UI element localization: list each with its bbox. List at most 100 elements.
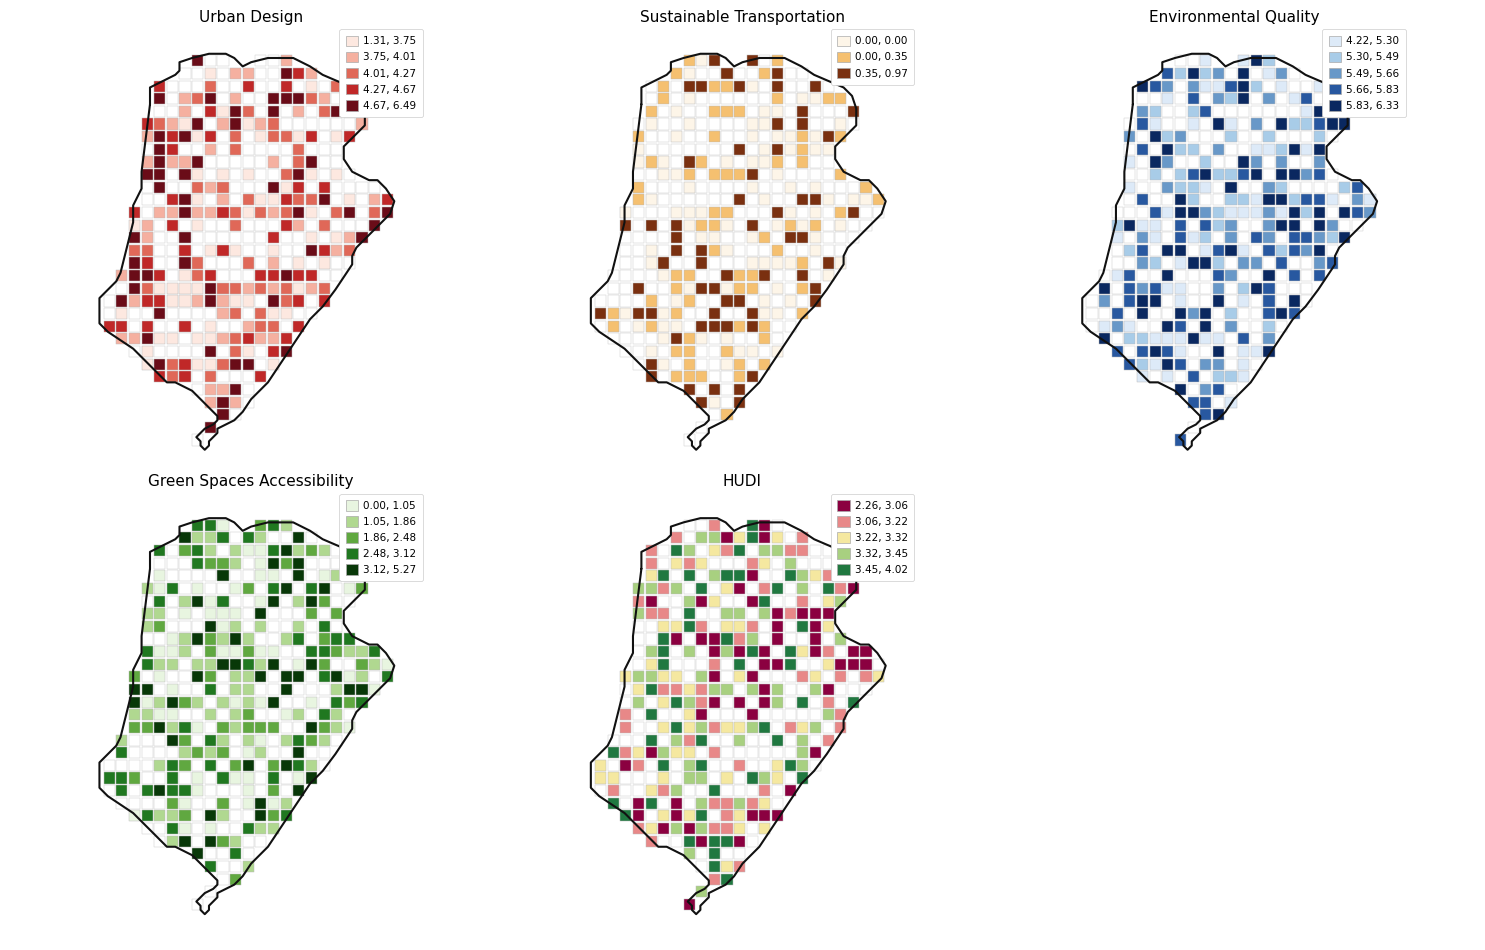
Bar — [356, 105, 367, 117]
Bar — [784, 219, 796, 231]
Bar — [646, 672, 656, 682]
Bar — [772, 195, 783, 205]
Bar — [658, 308, 670, 319]
Bar — [708, 634, 720, 644]
Bar — [1124, 245, 1136, 256]
Bar — [255, 734, 266, 746]
Bar — [382, 195, 394, 205]
Bar — [784, 608, 796, 619]
Bar — [1326, 219, 1338, 231]
Bar — [281, 68, 291, 79]
Bar — [192, 308, 203, 319]
Bar — [1175, 384, 1187, 395]
Bar — [722, 93, 732, 104]
Bar — [1276, 181, 1287, 193]
Bar — [267, 710, 279, 720]
Bar — [141, 295, 153, 307]
Bar — [658, 570, 670, 581]
Bar — [696, 696, 707, 708]
Bar — [1264, 131, 1274, 142]
Bar — [1264, 245, 1274, 256]
Bar — [734, 861, 745, 872]
Bar — [708, 520, 720, 531]
Bar — [848, 646, 858, 657]
Bar — [1264, 81, 1274, 92]
Bar — [1314, 131, 1325, 142]
Bar — [621, 760, 631, 770]
Bar — [658, 810, 670, 822]
Bar — [797, 696, 808, 708]
Bar — [1149, 195, 1161, 205]
Bar — [1225, 143, 1237, 155]
Bar — [1301, 119, 1313, 129]
Bar — [217, 105, 229, 117]
Bar — [708, 409, 720, 420]
Bar — [217, 181, 229, 193]
Bar — [180, 798, 190, 808]
Bar — [281, 570, 291, 581]
Bar — [658, 119, 670, 129]
Bar — [696, 583, 707, 594]
Bar — [835, 207, 846, 218]
Bar — [267, 520, 279, 531]
Bar — [1301, 219, 1313, 231]
Bar — [1124, 257, 1136, 269]
Bar — [192, 119, 203, 129]
Bar — [658, 722, 670, 733]
Bar — [722, 131, 732, 142]
Bar — [166, 157, 178, 167]
Bar — [797, 710, 808, 720]
Bar — [1326, 169, 1338, 180]
Bar — [633, 195, 644, 205]
Bar — [217, 257, 229, 269]
Bar — [708, 608, 720, 619]
Bar — [1276, 131, 1287, 142]
Bar — [1213, 257, 1224, 269]
Bar — [1250, 295, 1262, 307]
Bar — [318, 207, 330, 218]
Bar — [747, 684, 757, 695]
Bar — [722, 848, 732, 860]
Bar — [747, 620, 757, 632]
Bar — [331, 181, 342, 193]
Bar — [759, 810, 771, 822]
Bar — [671, 105, 682, 117]
Bar — [784, 257, 796, 269]
Bar — [1124, 143, 1136, 155]
Bar — [873, 207, 884, 218]
Bar — [671, 257, 682, 269]
Bar — [809, 283, 821, 294]
Bar — [671, 583, 682, 594]
Bar — [797, 672, 808, 682]
Bar — [784, 785, 796, 796]
Bar — [848, 684, 858, 695]
Bar — [621, 772, 631, 784]
Bar — [255, 68, 266, 79]
Bar — [356, 195, 367, 205]
Bar — [658, 245, 670, 256]
Bar — [267, 798, 279, 808]
Bar — [180, 358, 190, 370]
Bar — [370, 684, 380, 695]
Bar — [671, 270, 682, 281]
Bar — [860, 646, 872, 657]
Bar — [646, 608, 656, 619]
Bar — [797, 143, 808, 155]
Bar — [1339, 195, 1350, 205]
Bar — [784, 283, 796, 294]
Bar — [835, 684, 846, 695]
Bar — [734, 93, 745, 104]
Bar — [1213, 270, 1224, 281]
Bar — [1163, 321, 1173, 332]
Bar — [809, 81, 821, 92]
Bar — [1250, 181, 1262, 193]
Bar — [331, 596, 342, 607]
Bar — [747, 157, 757, 167]
Bar — [708, 570, 720, 581]
Bar — [1188, 81, 1198, 92]
Bar — [759, 532, 771, 543]
Bar — [784, 760, 796, 770]
Bar — [759, 760, 771, 770]
Bar — [1276, 195, 1287, 205]
Bar — [306, 672, 316, 682]
